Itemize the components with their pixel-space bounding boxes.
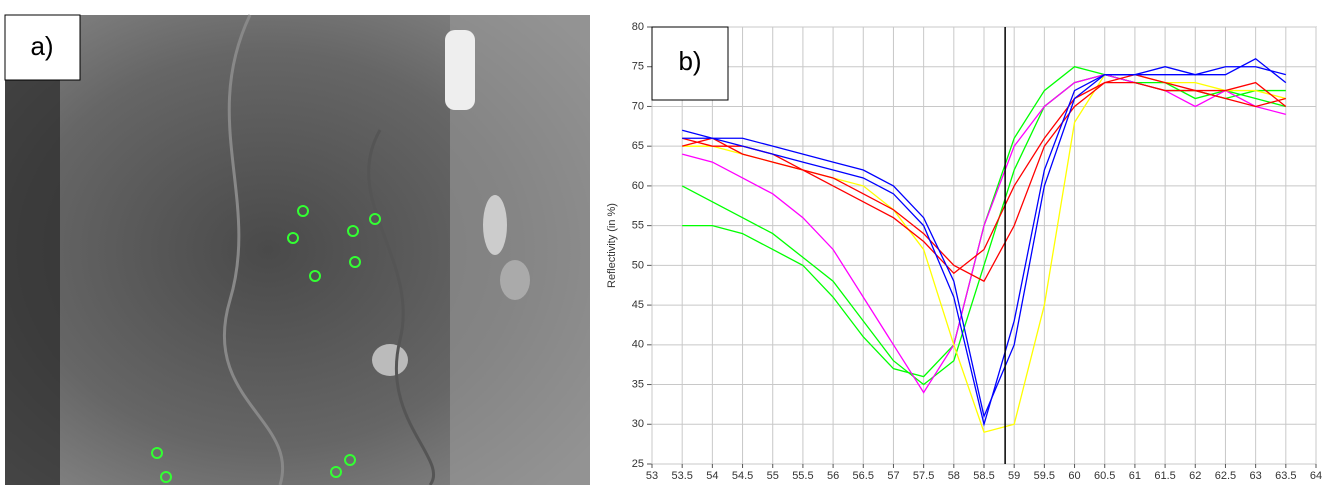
y-axis-label: Reflectivity (in %) <box>606 203 618 288</box>
x-tick-label: 58.5 <box>973 470 994 482</box>
y-tick-label: 45 <box>632 299 644 311</box>
x-tick-label: 56 <box>827 470 839 482</box>
x-tick-label: 58 <box>948 470 960 482</box>
x-tick-label: 54 <box>706 470 718 482</box>
y-tick-label: 35 <box>632 378 644 390</box>
x-tick-label: 63.5 <box>1275 470 1296 482</box>
data-line <box>682 66 1286 427</box>
x-tick-label: 59.5 <box>1034 470 1055 482</box>
x-tick-label: 57 <box>887 470 899 482</box>
y-tick-label: 70 <box>632 100 644 112</box>
x-tick-label: 59 <box>1008 470 1020 482</box>
micrograph: a) <box>4 14 590 485</box>
x-tick-label: 55 <box>767 470 779 482</box>
x-tick-label: 63 <box>1250 470 1262 482</box>
x-tick-label: 56.5 <box>853 470 874 482</box>
x-tick-label: 60 <box>1068 470 1080 482</box>
panel-label: a) <box>30 31 53 61</box>
x-tick-label: 53 <box>646 470 658 482</box>
x-axis-label: Angle (in °) <box>957 484 1012 485</box>
y-tick-label: 55 <box>632 220 644 232</box>
x-tick-label: 54.5 <box>732 470 753 482</box>
data-line <box>682 74 1287 275</box>
plot: 25 30 35 40 45 50 55 60 65 70 75 80 53 53.5 54 54.5 55 55… <box>606 21 1322 485</box>
y-tick-label: 25 <box>632 458 644 470</box>
data-line <box>682 81 1286 283</box>
y-tick-label: 60 <box>632 180 644 192</box>
data-line <box>682 58 1287 419</box>
x-tick-label: 55.5 <box>792 470 813 482</box>
x-tick-label: 53.5 <box>671 470 692 482</box>
x-tick-label: 62 <box>1189 470 1201 482</box>
panel-label: b) <box>678 46 701 76</box>
y-tick-label: 80 <box>632 21 644 33</box>
x-tick-label: 61 <box>1129 470 1141 482</box>
y-tick-label: 30 <box>632 418 644 430</box>
y-tick-label: 40 <box>632 339 644 351</box>
y-tick-label: 65 <box>632 140 644 152</box>
x-tick-label: 60.5 <box>1094 470 1115 482</box>
y-tick-label: 75 <box>632 61 644 73</box>
y-tick-label: 50 <box>632 259 644 271</box>
x-tick-label: 62.5 <box>1215 470 1236 482</box>
x-tick-label: 61.5 <box>1154 470 1175 482</box>
data-line <box>682 74 1286 394</box>
x-tick-label: 57.5 <box>913 470 934 482</box>
panel-label-box <box>651 26 729 101</box>
x-tick-label: 64 <box>1310 470 1322 482</box>
